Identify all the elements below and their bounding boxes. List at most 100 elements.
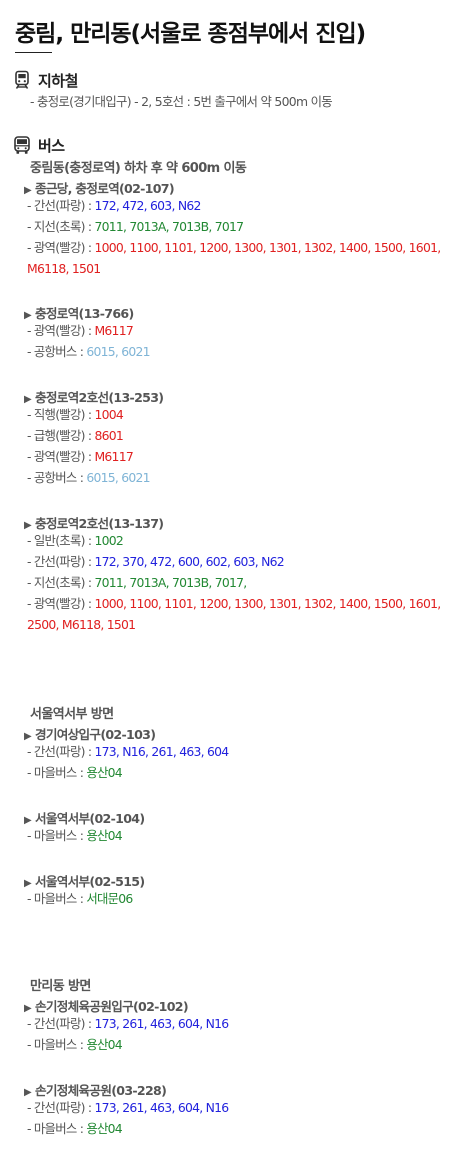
- title-underline: [15, 52, 52, 53]
- subway-detail: - 충정로(경기대입구) - 2, 5호선 : 5번 출구에서 약 500m 이…: [30, 94, 333, 109]
- bus-route-numbers: 6015, 6021: [86, 344, 150, 359]
- bus-stop-heading: ▶ 경기여상입구(02-103): [24, 724, 156, 743]
- bus-route-row: - 지선(초록) : 7011, 7013A, 7013B, 7017: [27, 216, 467, 237]
- bus-stop-name: 종근당, 충정로역(02-107): [35, 181, 175, 196]
- bus-route-type: - 마을버스 :: [27, 828, 87, 843]
- bus-stop-heading: ▶ 손기정체육공원입구(02-102): [24, 996, 189, 1015]
- bus-section-title: 버스: [38, 136, 65, 155]
- bus-stop-heading: ▶ 서울역서부(02-515): [24, 871, 145, 890]
- triangle-right-icon: ▶: [24, 1087, 32, 1098]
- bus-route-row: - 급행(빨강) : 8601: [27, 425, 467, 446]
- bus-stop-name: 충정로역2호선(13-253): [35, 390, 164, 405]
- bus-route-numbers: 8601: [94, 428, 124, 443]
- bus-route-row: - 간선(파랑) : 172, 370, 472, 600, 602, 603,…: [27, 551, 467, 572]
- bus-route-row: - 간선(파랑) : 173, N16, 261, 463, 604: [27, 741, 467, 762]
- bus-route-numbers: 용산04: [86, 765, 122, 780]
- bus-stop-heading: ▶ 서울역서부(02-104): [24, 808, 145, 827]
- bus-route-row: - 직행(빨강) : 1004: [27, 404, 467, 425]
- bus-route-numbers: 172, 472, 603, N62: [94, 198, 201, 213]
- bus-group-title: 서울역서부 방면: [30, 707, 114, 722]
- triangle-right-icon: ▶: [24, 878, 32, 889]
- bus-stop-name: 손기정체육공원(03-228): [35, 1083, 167, 1098]
- triangle-right-icon: ▶: [24, 185, 32, 196]
- bus-route-numbers: 172, 370, 472, 600, 602, 603, N62: [94, 554, 284, 569]
- bus-route-row: - 마을버스 : 용산04: [27, 762, 467, 783]
- bus-route-type: - 지선(초록) :: [27, 219, 95, 234]
- bus-route-row: - 마을버스 : 용산04: [27, 825, 467, 846]
- subway-section-title: 지하철: [38, 71, 78, 90]
- bus-route-numbers: 서대문06: [86, 891, 133, 906]
- bus-route-type: - 마을버스 :: [27, 765, 87, 780]
- bus-route-numbers: 7011, 7013A, 7013B, 7017,: [94, 575, 247, 590]
- bus-stop-heading: ▶ 종근당, 충정로역(02-107): [24, 178, 175, 197]
- bus-route-numbers: 173, 261, 463, 604, N16: [94, 1100, 229, 1115]
- triangle-right-icon: ▶: [24, 1003, 32, 1014]
- bus-route-type: - 직행(빨강) :: [27, 407, 95, 422]
- bus-route-row: - 간선(파랑) : 172, 472, 603, N62: [27, 195, 467, 216]
- bus-route-numbers: 1000, 1100, 1101, 1200, 1300, 1301, 1302…: [27, 240, 441, 276]
- bus-route-type: - 광역(빨강) :: [27, 596, 95, 611]
- bus-route-type: - 마을버스 :: [27, 1121, 87, 1136]
- bus-route-numbers: 용산04: [86, 828, 122, 843]
- bus-route-type: - 간선(파랑) :: [27, 198, 95, 213]
- bus-route-numbers: 1002: [94, 533, 124, 548]
- bus-route-numbers: 용산04: [86, 1037, 122, 1052]
- triangle-right-icon: ▶: [24, 520, 32, 531]
- bus-route-numbers: 7011, 7013A, 7013B, 7017: [94, 219, 244, 234]
- bus-route-type: - 마을버스 :: [27, 1037, 87, 1052]
- bus-stop-heading: ▶ 충정로역2호선(13-137): [24, 513, 164, 532]
- bus-group-title: 만리동 방면: [30, 979, 91, 994]
- bus-stop-heading: ▶ 충정로역(13-766): [24, 303, 134, 322]
- bus-route-type: - 간선(파랑) :: [27, 1016, 95, 1031]
- bus-route-numbers: 173, 261, 463, 604, N16: [94, 1016, 229, 1031]
- bus-route-numbers: M6117: [94, 449, 133, 464]
- triangle-right-icon: ▶: [24, 815, 32, 826]
- bus-icon: [14, 136, 30, 154]
- bus-stop-name: 충정로역2호선(13-137): [35, 516, 164, 531]
- triangle-right-icon: ▶: [24, 394, 32, 405]
- bus-route-type: - 지선(초록) :: [27, 575, 95, 590]
- bus-route-type: - 광역(빨강) :: [27, 323, 95, 338]
- bus-route-type: - 일반(초록) :: [27, 533, 95, 548]
- bus-stop-name: 경기여상입구(02-103): [35, 727, 156, 742]
- bus-route-row: - 간선(파랑) : 173, 261, 463, 604, N16: [27, 1097, 467, 1118]
- bus-stop-heading: ▶ 손기정체육공원(03-228): [24, 1080, 167, 1099]
- bus-route-row: - 공항버스 : 6015, 6021: [27, 467, 467, 488]
- bus-group-title: 중림동(충정로역) 하차 후 약 600m 이동: [30, 161, 247, 176]
- triangle-right-icon: ▶: [24, 731, 32, 742]
- bus-route-type: - 간선(파랑) :: [27, 1100, 95, 1115]
- bus-route-row: - 지선(초록) : 7011, 7013A, 7013B, 7017,: [27, 572, 467, 593]
- subway-section-header: 지하철: [12, 70, 78, 90]
- bus-route-type: - 급행(빨강) :: [27, 428, 95, 443]
- bus-stop-heading: ▶ 충정로역2호선(13-253): [24, 387, 164, 406]
- triangle-right-icon: ▶: [24, 310, 32, 321]
- bus-route-row: - 마을버스 : 서대문06: [27, 888, 467, 909]
- bus-route-row: - 광역(빨강) : 1000, 1100, 1101, 1200, 1300,…: [27, 593, 467, 635]
- bus-route-type: - 간선(파랑) :: [27, 744, 95, 759]
- bus-route-type: - 공항버스 :: [27, 344, 87, 359]
- bus-route-row: - 일반(초록) : 1002: [27, 530, 467, 551]
- bus-route-numbers: 6015, 6021: [86, 470, 150, 485]
- bus-route-numbers: 용산04: [86, 1121, 122, 1136]
- bus-route-row: - 광역(빨강) : M6117: [27, 446, 467, 467]
- bus-route-type: - 마을버스 :: [27, 891, 87, 906]
- bus-route-type: - 간선(파랑) :: [27, 554, 95, 569]
- bus-route-type: - 광역(빨강) :: [27, 449, 95, 464]
- bus-route-type: - 광역(빨강) :: [27, 240, 95, 255]
- bus-section-header: 버스: [12, 135, 65, 155]
- bus-stop-name: 서울역서부(02-515): [35, 874, 145, 889]
- bus-route-row: - 마을버스 : 용산04: [27, 1118, 467, 1139]
- bus-stop-name: 충정로역(13-766): [35, 306, 134, 321]
- bus-route-row: - 간선(파랑) : 173, 261, 463, 604, N16: [27, 1013, 467, 1034]
- page-title: 중림, 만리동(서울로 종점부에서 진입): [15, 21, 366, 47]
- bus-route-numbers: 173, N16, 261, 463, 604: [94, 744, 229, 759]
- bus-route-type: - 공항버스 :: [27, 470, 87, 485]
- bus-route-row: - 공항버스 : 6015, 6021: [27, 341, 467, 362]
- bus-stop-name: 서울역서부(02-104): [35, 811, 145, 826]
- train-icon: [15, 70, 29, 89]
- bus-route-numbers: 1004: [94, 407, 124, 422]
- bus-route-numbers: 1000, 1100, 1101, 1200, 1300, 1301, 1302…: [27, 596, 441, 632]
- bus-route-row: - 마을버스 : 용산04: [27, 1034, 467, 1055]
- bus-route-row: - 광역(빨강) : M6117: [27, 320, 467, 341]
- bus-route-row: - 광역(빨강) : 1000, 1100, 1101, 1200, 1300,…: [27, 237, 467, 279]
